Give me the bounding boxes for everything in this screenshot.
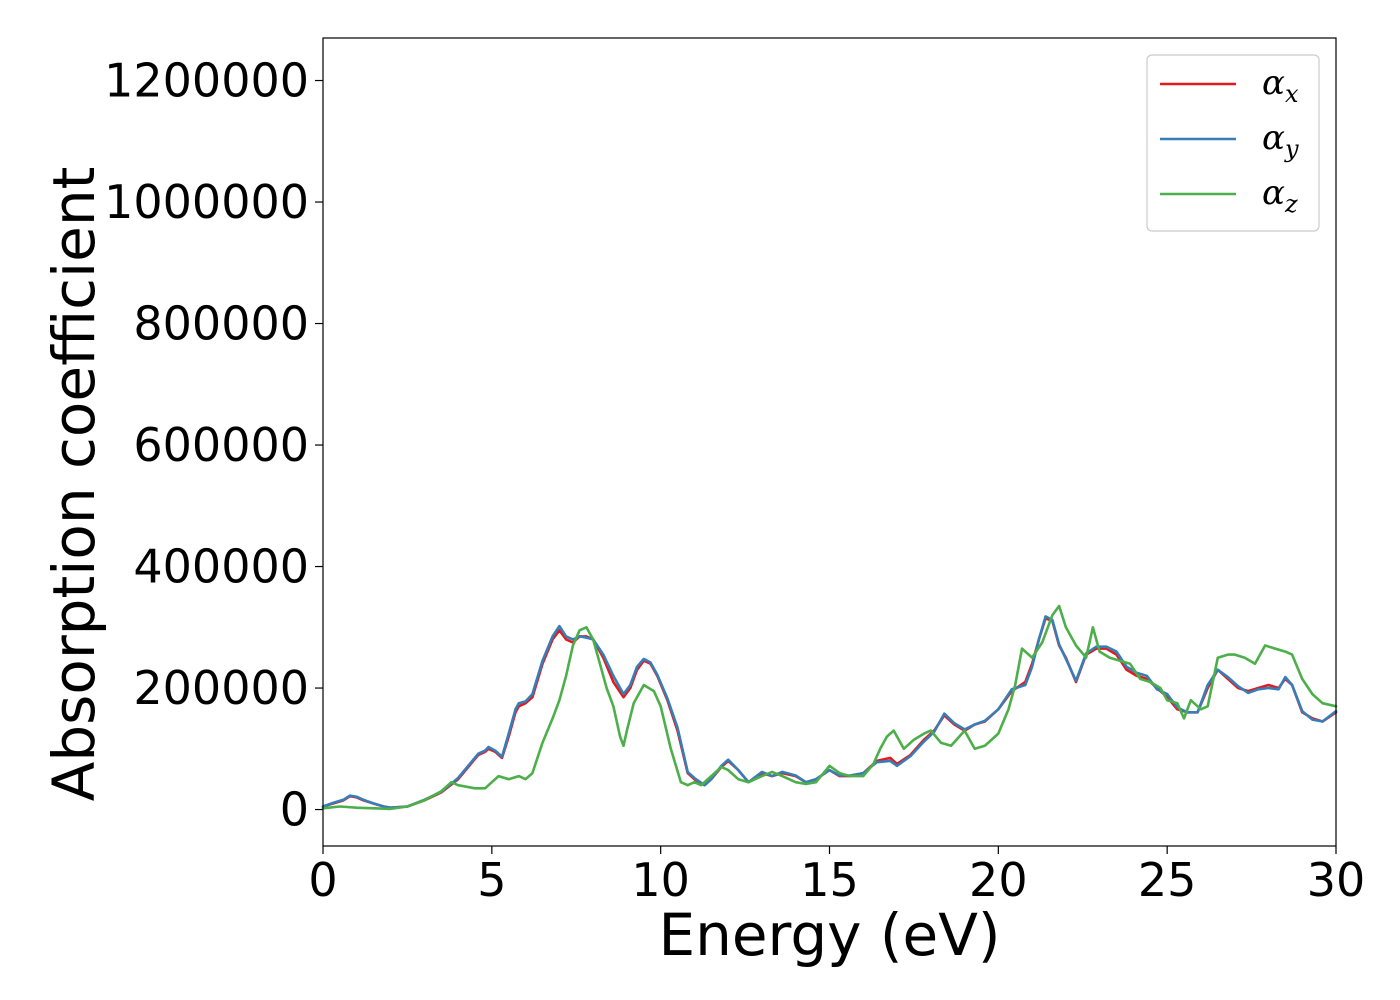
legend-box: [1146, 54, 1320, 232]
plot-area-frame: [322, 37, 1337, 847]
x-tick-label: 30: [1307, 853, 1366, 907]
y-tick-label: 800000: [133, 297, 309, 351]
x-tick-label: 20: [969, 853, 1028, 907]
legend-entry-label: αy: [1262, 118, 1299, 163]
legend-entry-name: α: [1262, 118, 1285, 158]
legend-entry-name: α: [1262, 173, 1285, 213]
x-axis-label: Energy (eV): [658, 901, 1000, 969]
y-tick-label: 200000: [133, 661, 309, 715]
y-axis-label: Absorption coefficient: [40, 167, 108, 802]
x-tick-label: 0: [308, 853, 337, 907]
y-tick-label: 600000: [133, 418, 309, 472]
y-tick-label: 1000000: [104, 175, 309, 229]
x-tick-label: 15: [800, 853, 859, 907]
legend-entry-label: αz: [1262, 173, 1298, 218]
legend-entry-subscript: y: [1284, 135, 1299, 163]
x-tick-label: 25: [1138, 853, 1197, 907]
x-tick-label: 10: [631, 853, 690, 907]
y-tick-label: 1200000: [104, 54, 309, 108]
series-lines: [321, 604, 1338, 811]
legend-entry-subscript: z: [1284, 190, 1298, 218]
y-tick-label: 0: [280, 783, 309, 837]
x-axis-ticks: 0 5 10 15 20 25 30: [308, 846, 1365, 907]
x-tick-label: 5: [477, 853, 506, 907]
y-tick-label: 400000: [133, 540, 309, 594]
legend-entry-name: α: [1262, 63, 1285, 103]
legend-entry-label: αx: [1262, 63, 1299, 108]
legend-entry-subscript: x: [1285, 80, 1299, 108]
series-line-alpha-z: [321, 604, 1338, 811]
series-line-alpha-x: [321, 616, 1338, 810]
y-axis-ticks: 0 200000 400000 600000 800000 1000000 1200000: [104, 54, 323, 837]
series-line-alpha-y: [321, 615, 1338, 810]
